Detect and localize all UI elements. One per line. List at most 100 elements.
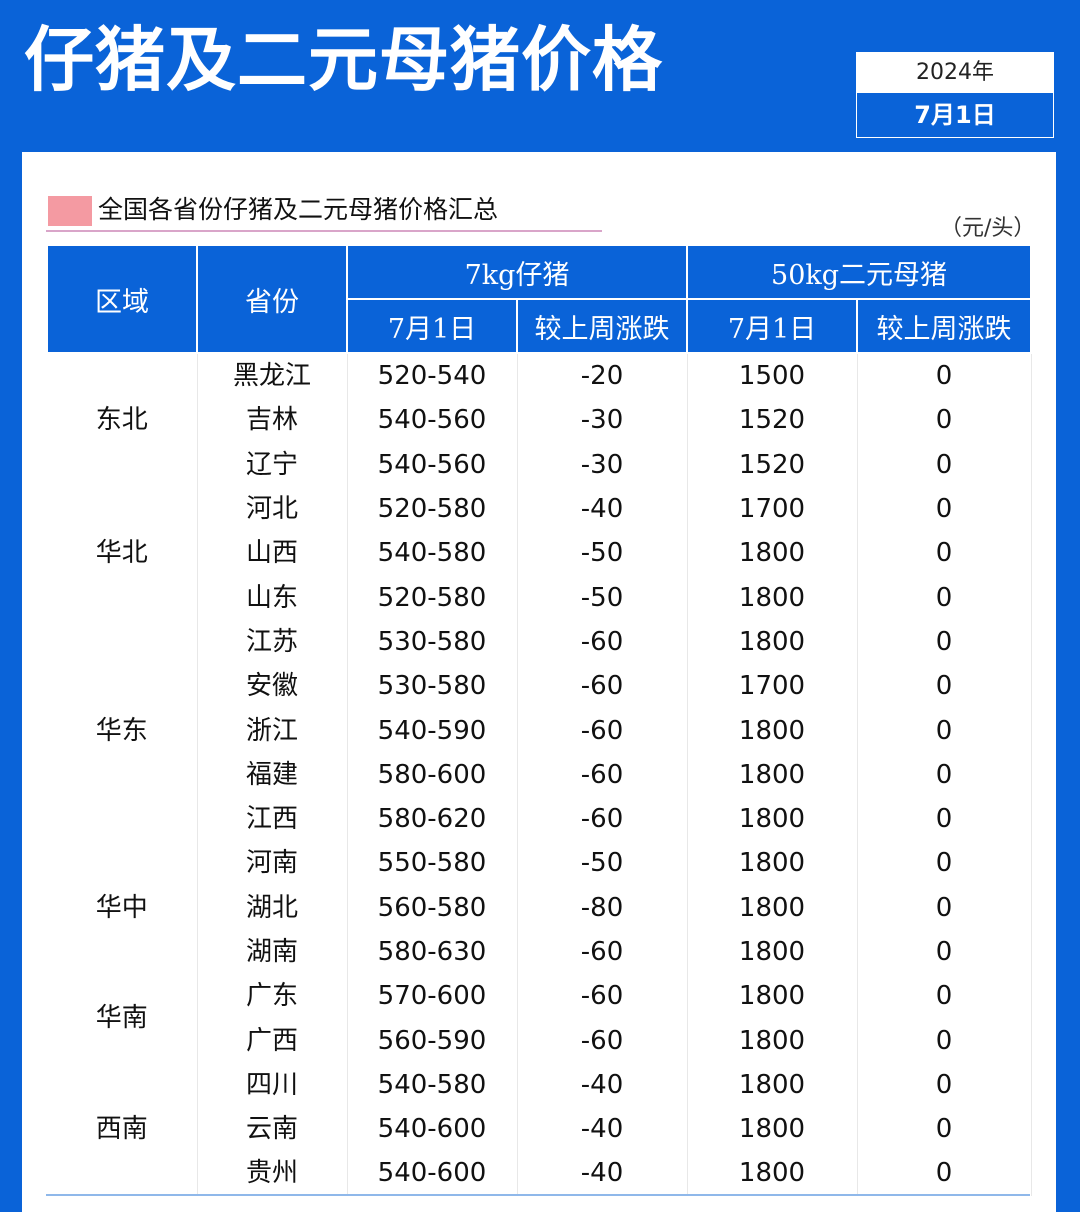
piglet-change-cell: -60: [517, 664, 688, 709]
table-row: 福建 580-600 -60 1800 0: [47, 752, 1032, 797]
province-cell: 云南: [197, 1107, 348, 1152]
table-row: 浙江 540-590 -60 1800 0: [47, 708, 1032, 753]
sow-change-cell: 0: [857, 796, 1032, 842]
piglet-price-cell: 560-590: [347, 1018, 518, 1063]
province-cell: 福建: [197, 752, 348, 797]
table-row: 山东 520-580 -50 1800 0: [47, 575, 1032, 620]
province-cell: 浙江: [197, 708, 348, 753]
table-row: 江西 580-620 -60 1800 0: [47, 796, 1032, 842]
piglet-price-cell: 550-580: [347, 841, 518, 886]
table-bottom-rule: [46, 1194, 1030, 1196]
sow-change-cell: 0: [857, 619, 1032, 665]
piglet-price-cell: 520-580: [347, 575, 518, 620]
piglet-change-cell: -40: [517, 1107, 688, 1152]
sow-change-cell: 0: [857, 708, 1032, 753]
piglet-change-cell: -50: [517, 575, 688, 620]
piglet-change-cell: -80: [517, 885, 688, 930]
page-title: 仔猪及二元母猪价格: [24, 19, 663, 101]
piglet-price-cell: 580-630: [347, 929, 518, 975]
sow-change-cell: 0: [857, 398, 1032, 443]
sow-change-cell: 0: [857, 1107, 1032, 1152]
piglet-change-cell: -40: [517, 1151, 688, 1196]
piglet-change-cell: -20: [517, 353, 688, 399]
region-cell: 东北: [47, 353, 198, 487]
province-cell: 江西: [197, 796, 348, 842]
unit-label: （元/头）: [940, 216, 1036, 241]
piglet-change-cell: -60: [517, 974, 688, 1019]
piglet-price-cell: 540-580: [347, 531, 518, 576]
piglet-change-cell: -30: [517, 398, 688, 443]
province-cell: 山西: [197, 531, 348, 576]
header-piglet-change: 较上周涨跌: [515, 298, 689, 354]
sow-change-cell: 0: [857, 752, 1032, 797]
sow-change-cell: 0: [857, 353, 1032, 399]
piglet-price-cell: 540-560: [347, 442, 518, 487]
sow-change-cell: 0: [857, 531, 1032, 576]
piglet-price-cell: 530-580: [347, 664, 518, 709]
sow-price-cell: 1800: [687, 708, 858, 753]
header-province: 省份: [196, 244, 348, 354]
table-row: 华东 江苏 530-580 -60 1800 0: [47, 619, 1032, 842]
region-cell: 华南: [47, 974, 198, 1063]
table-row: 东北 黑龙江 520-540 -20 1500 0: [47, 353, 1032, 487]
table-row: 广西 560-590 -60 1800 0: [47, 1018, 1032, 1063]
piglet-change-cell: -60: [517, 929, 688, 975]
province-cell: 河南: [197, 841, 348, 886]
date-year: 2024年: [857, 53, 1053, 93]
piglet-change-cell: -50: [517, 531, 688, 576]
sow-change-cell: 0: [857, 442, 1032, 487]
table-row: 吉林 540-560 -30 1520 0: [47, 398, 1032, 443]
table-row: 山西 540-580 -50 1800 0: [47, 531, 1032, 576]
table-row: 湖南 580-630 -60 1800 0: [47, 929, 1032, 975]
sow-change-cell: 0: [857, 575, 1032, 620]
sow-price-cell: 1800: [687, 531, 858, 576]
table-row: 贵州 540-600 -40 1800 0: [47, 1151, 1032, 1196]
piglet-price-cell: 540-600: [347, 1151, 518, 1196]
header-piglet-date: 7月1日: [346, 298, 518, 354]
province-cell: 吉林: [197, 398, 348, 443]
piglet-price-cell: 570-600: [347, 974, 518, 1019]
sow-change-cell: 0: [857, 974, 1032, 1019]
piglet-price-cell: 540-560: [347, 398, 518, 443]
province-cell: 江苏: [197, 619, 348, 665]
table-row: 华南 广东 570-600 -60 1800 0: [47, 974, 1032, 1063]
sow-change-cell: 0: [857, 929, 1032, 975]
province-cell: 贵州: [197, 1151, 348, 1196]
table-row: 湖北 560-580 -80 1800 0: [47, 885, 1032, 930]
sow-price-cell: 1700: [687, 664, 858, 709]
content-panel: 全国各省份仔猪及二元母猪价格汇总 （元/头） 区域 省份 7kg仔猪 50kg二…: [22, 152, 1056, 1212]
province-cell: 山东: [197, 575, 348, 620]
piglet-change-cell: -40: [517, 1062, 688, 1108]
date-box: 2024年 7月1日: [856, 52, 1054, 138]
piglet-change-cell: -50: [517, 841, 688, 886]
price-table: 区域 省份 7kg仔猪 50kg二元母猪 7月1日 较上周涨跌 7月1日 较上周…: [46, 244, 1033, 1196]
sow-price-cell: 1800: [687, 1107, 858, 1152]
header-sow-group: 50kg二元母猪: [686, 244, 1033, 300]
piglet-change-cell: -60: [517, 619, 688, 665]
section-marker: [48, 196, 92, 226]
piglet-change-cell: -30: [517, 442, 688, 487]
table-row: 云南 540-600 -40 1800 0: [47, 1107, 1032, 1152]
sow-change-cell: 0: [857, 664, 1032, 709]
header-region: 区域: [46, 244, 198, 354]
province-cell: 广东: [197, 974, 348, 1019]
sow-price-cell: 1800: [687, 1018, 858, 1063]
piglet-price-cell: 530-580: [347, 619, 518, 665]
piglet-price-cell: 580-600: [347, 752, 518, 797]
sow-price-cell: 1520: [687, 442, 858, 487]
section-title: 全国各省份仔猪及二元母猪价格汇总: [98, 195, 499, 224]
sow-price-cell: 1800: [687, 575, 858, 620]
piglet-price-cell: 540-590: [347, 708, 518, 753]
sow-change-cell: 0: [857, 1151, 1032, 1196]
province-cell: 湖南: [197, 929, 348, 975]
region-cell: 华中: [47, 841, 198, 975]
province-cell: 广西: [197, 1018, 348, 1063]
piglet-change-cell: -40: [517, 486, 688, 532]
sow-change-cell: 0: [857, 1062, 1032, 1108]
section-underline: [46, 230, 602, 232]
sow-price-cell: 1800: [687, 974, 858, 1019]
sow-price-cell: 1700: [687, 486, 858, 532]
piglet-change-cell: -60: [517, 708, 688, 753]
piglet-change-cell: -60: [517, 752, 688, 797]
province-cell: 黑龙江: [197, 353, 348, 399]
